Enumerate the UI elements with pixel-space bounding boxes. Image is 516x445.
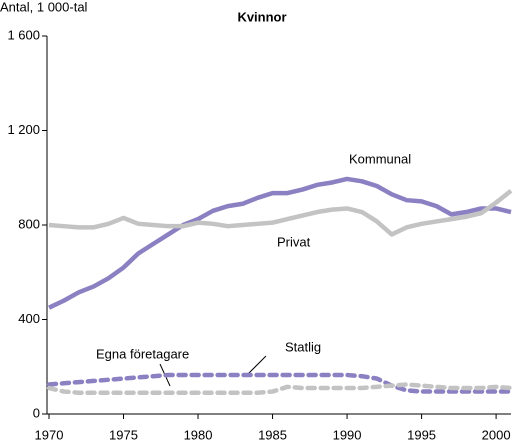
x-tick-label: 1990	[333, 427, 362, 442]
leader-line	[247, 355, 267, 375]
series-line	[48, 176, 512, 310]
series-label: Kommunal	[349, 151, 411, 166]
series-label: Statlig	[285, 339, 321, 354]
x-tick-label: 1970	[35, 427, 64, 442]
x-tick-label: 1985	[258, 427, 287, 442]
series-line	[48, 188, 513, 237]
x-tick-label: 2000	[482, 427, 511, 442]
series-line	[46, 372, 514, 394]
series-label: Egna företagare	[96, 346, 189, 361]
x-tick-label: 1980	[184, 427, 213, 442]
y-tick-label: 400	[18, 311, 40, 326]
y-tick-label: 800	[18, 216, 40, 231]
series-label: Privat	[277, 234, 311, 249]
x-tick-label: 1975	[109, 427, 138, 442]
x-tick-label: 1995	[407, 427, 436, 442]
chart-title: Kvinnor	[237, 9, 286, 24]
y-axis-label: Antal, 1 000-tal	[0, 0, 88, 14]
y-tick-label: 1 600	[7, 27, 40, 42]
series-line	[46, 382, 514, 395]
y-tick-label: 0	[33, 405, 40, 420]
y-tick-label: 1 200	[7, 122, 40, 137]
